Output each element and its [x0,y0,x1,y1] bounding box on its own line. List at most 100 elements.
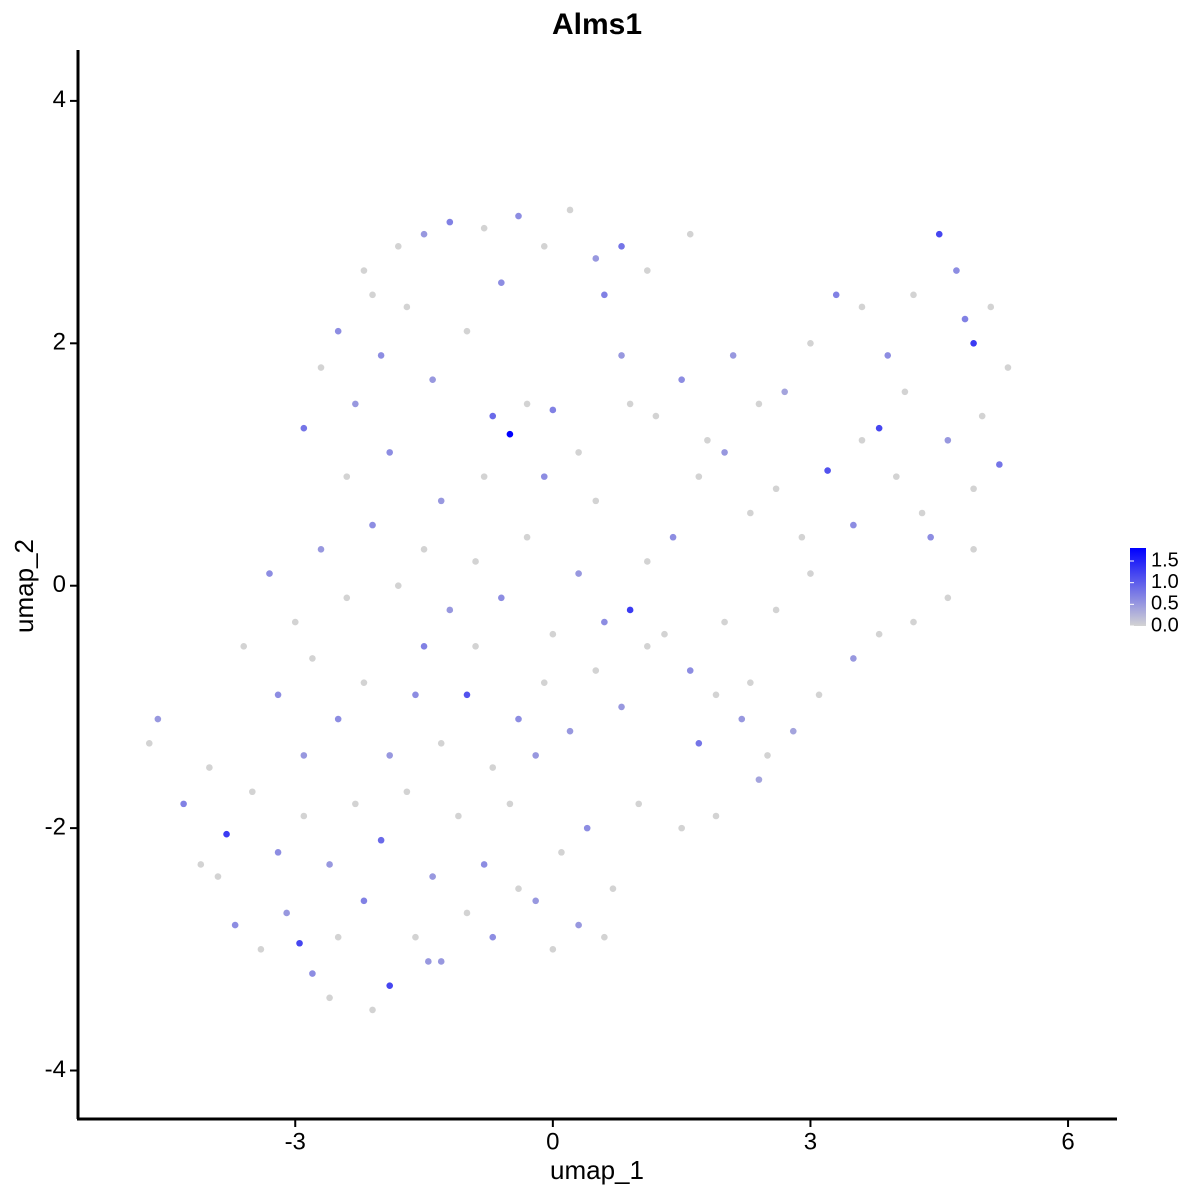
point [489,764,497,771]
point [704,436,711,444]
point [429,873,436,880]
point [644,267,651,274]
point [489,933,497,941]
point [910,618,917,626]
point [360,267,368,274]
point [961,315,969,323]
point [824,467,831,474]
point [463,909,471,917]
point [360,897,368,905]
point [601,618,608,626]
point [575,570,582,577]
point [343,594,351,602]
colorbar-tick-label: 1.5 [1151,549,1179,571]
point [747,679,754,686]
colorbar [1130,548,1146,626]
point [652,412,660,420]
point [145,739,153,747]
point [626,400,634,408]
point [352,800,359,808]
point [206,764,213,771]
x-tick-label: -3 [285,1128,306,1155]
point [755,400,763,408]
point [832,291,840,299]
point [747,509,754,517]
point [764,752,771,759]
point [412,933,419,941]
point [944,436,952,444]
x-tick-label: 0 [546,1128,559,1155]
point [875,630,883,638]
point [987,303,995,311]
point [283,909,290,917]
point [772,606,780,614]
points [145,206,1012,1014]
y-axis-label: umap_2 [9,539,39,633]
point [970,340,977,347]
point [532,752,539,759]
x-axis-label: umap_1 [550,1155,644,1185]
point [635,800,643,808]
point [807,340,814,347]
point [249,788,256,796]
point [729,352,737,359]
point [592,667,600,674]
point [678,376,685,383]
colorbar-tick-label: 0.0 [1151,614,1179,636]
point [231,921,239,929]
point [437,958,445,965]
point [789,727,797,735]
point [592,255,600,262]
point [772,485,780,493]
point [386,752,394,759]
point [893,473,900,480]
point [970,546,977,553]
point [618,703,625,711]
point [274,849,282,856]
point [858,436,866,444]
point [420,230,428,238]
point [910,291,917,299]
point [738,715,746,723]
point [618,243,625,250]
point [686,667,694,674]
point [369,521,376,529]
point [626,606,634,614]
point [678,824,685,832]
point [644,558,651,565]
point [978,412,986,420]
point [506,800,514,808]
point [463,691,471,699]
point [369,291,376,299]
point [712,812,720,820]
point [446,606,454,614]
point [403,788,411,796]
point [377,352,385,359]
point [644,643,651,650]
y-tick-label: 2 [53,329,66,356]
point [901,388,909,396]
point [532,897,539,905]
point [291,618,299,626]
point [343,473,351,480]
point [927,533,934,541]
point [472,558,479,565]
point [540,243,548,250]
point [498,594,505,602]
point [480,224,488,232]
point [296,939,303,947]
point [996,461,1003,468]
point [498,279,505,287]
point [566,727,574,735]
point [695,739,703,747]
point [875,424,883,432]
point [266,570,273,577]
point [515,885,522,893]
point [360,679,368,686]
point [755,776,763,783]
y-tick-label: -4 [45,1056,66,1083]
point [858,303,866,311]
point [309,970,316,977]
point [334,327,342,335]
